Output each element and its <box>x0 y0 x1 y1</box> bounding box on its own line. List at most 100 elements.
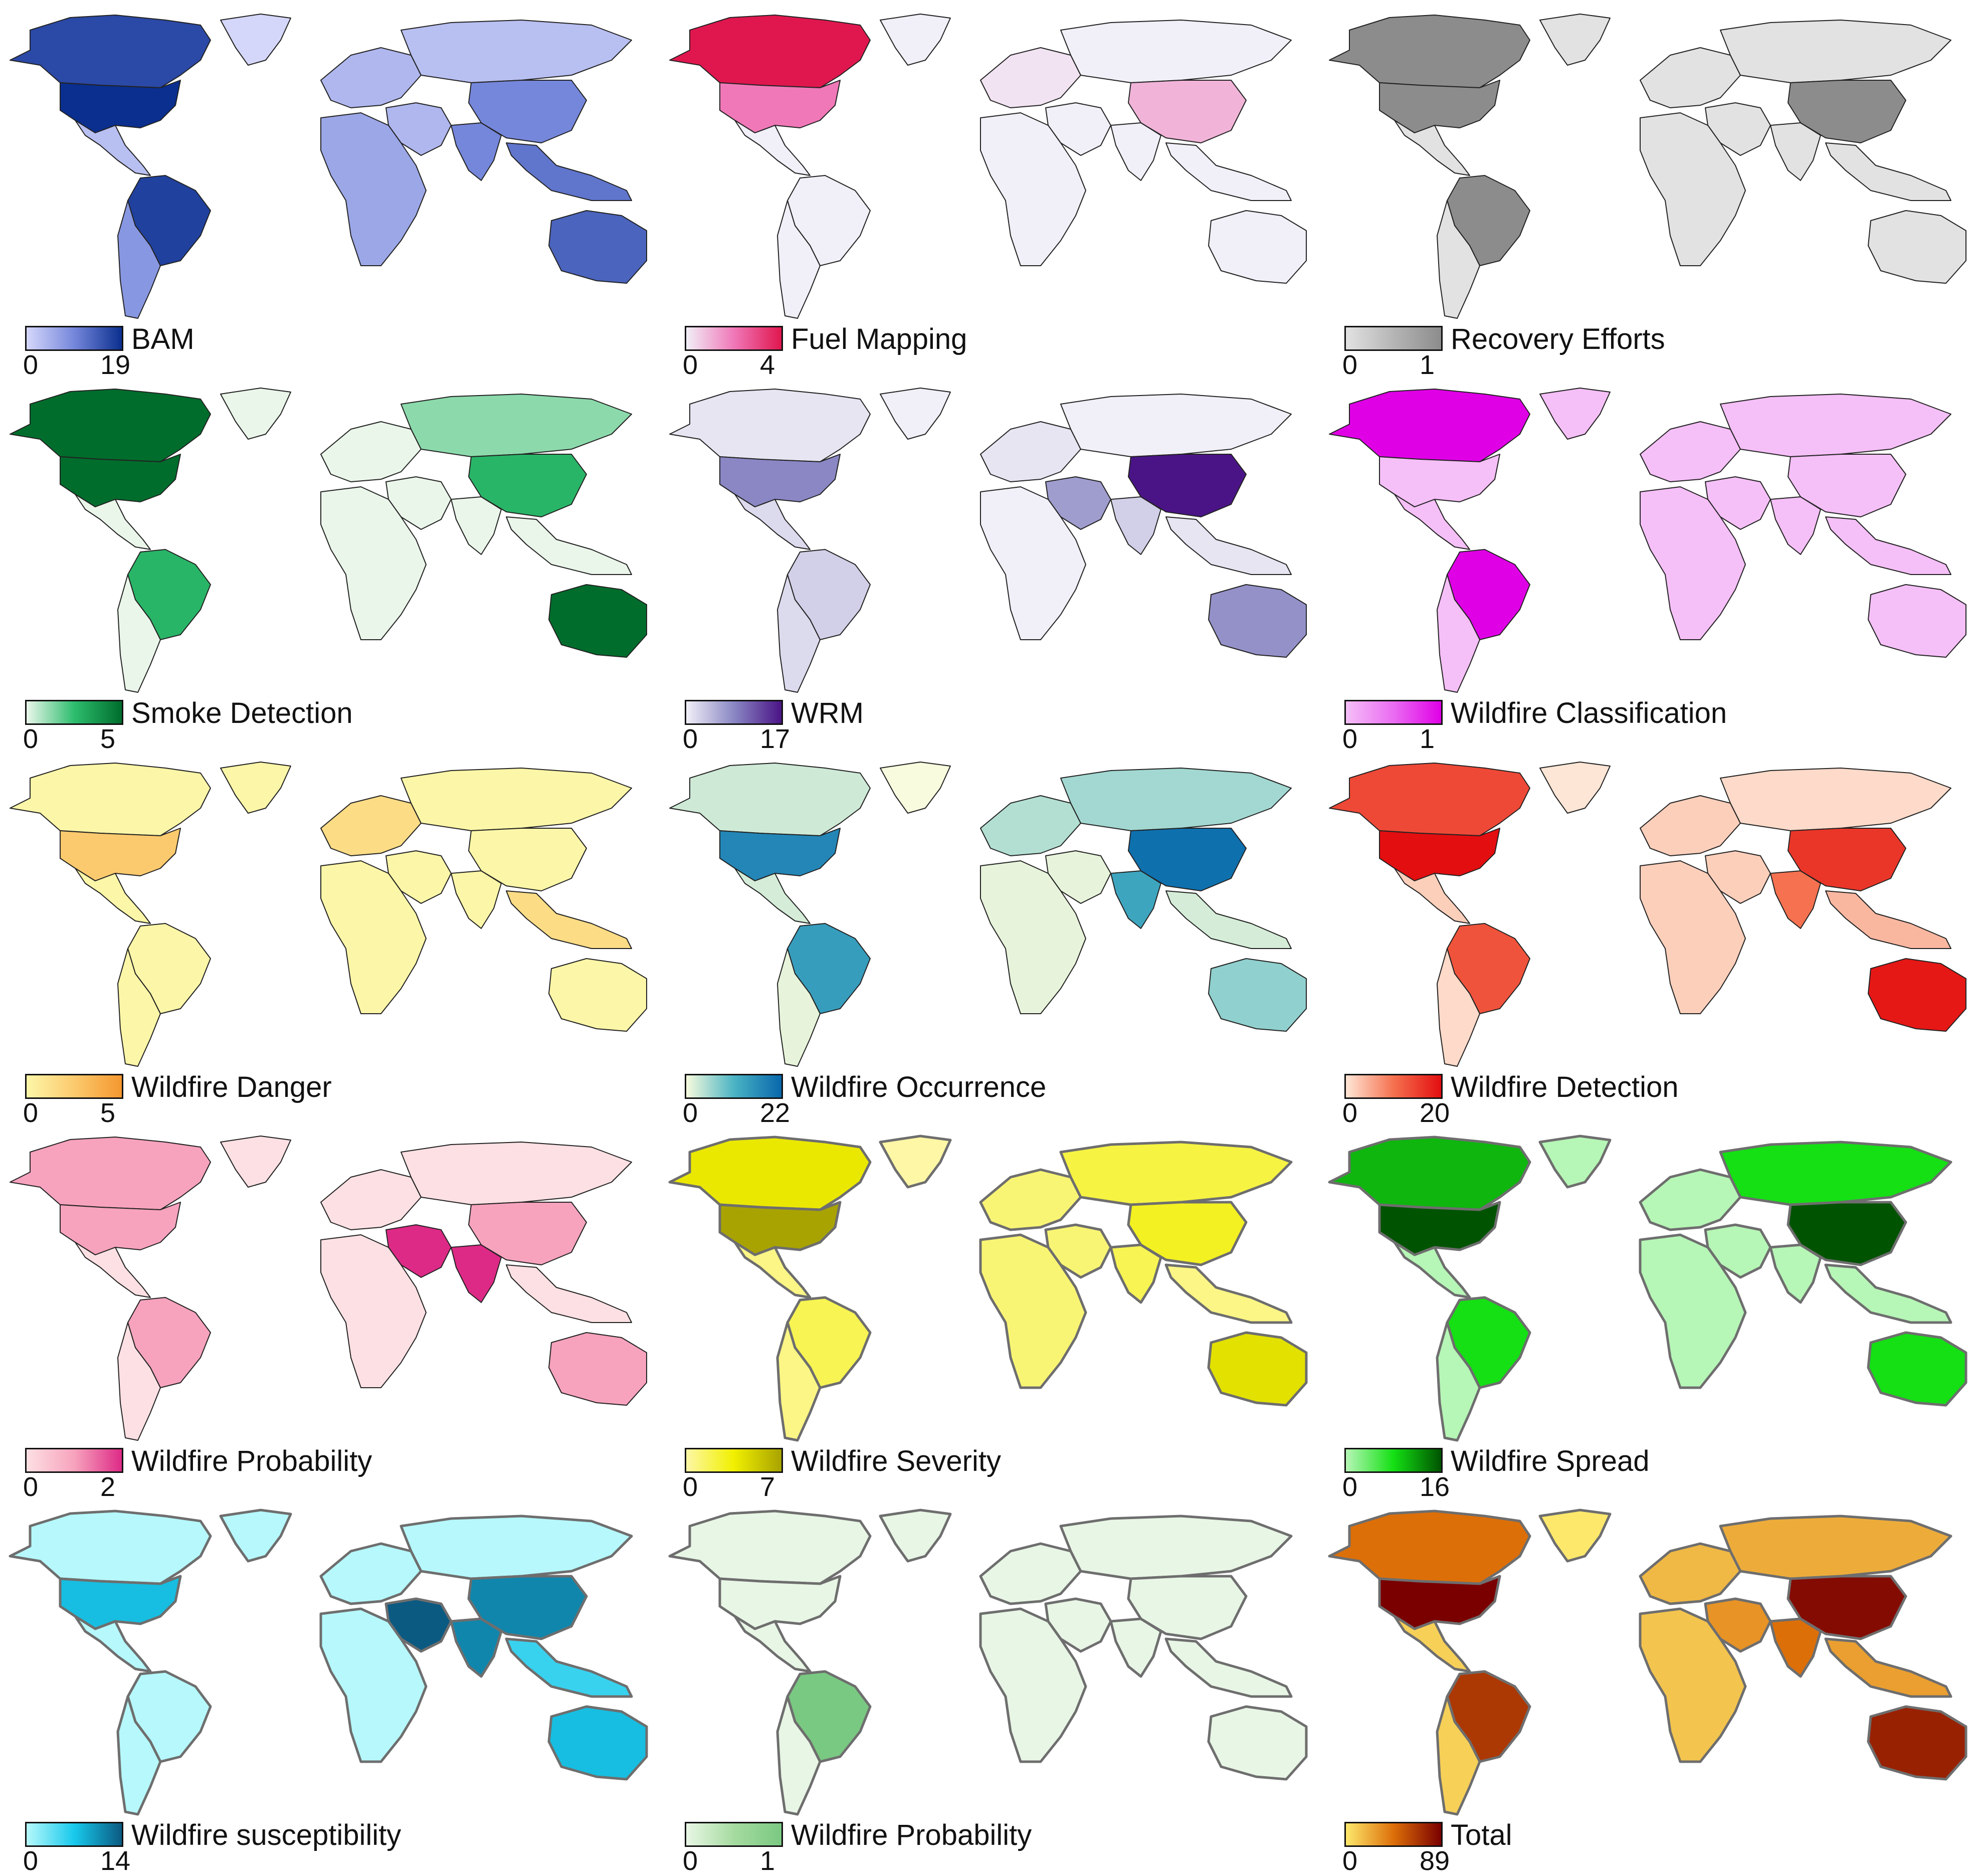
region-southernCone <box>1436 1321 1481 1442</box>
legend-color-ramp <box>685 1074 783 1099</box>
world-map <box>669 14 1307 319</box>
region-seAsia <box>1824 1637 1952 1698</box>
region-latinAmerica <box>1394 868 1470 924</box>
region-greenland <box>1538 1135 1612 1189</box>
region-china <box>468 80 587 143</box>
region-southernCone <box>116 1695 162 1816</box>
region-greenland <box>880 388 951 440</box>
region-southernCone <box>117 948 161 1067</box>
legend-max-label: 16 <box>1420 1472 1450 1502</box>
region-africa <box>979 1233 1087 1389</box>
region-australia <box>1208 210 1307 284</box>
region-northAmerica <box>1329 389 1530 462</box>
map-legend: Wildfire Severity 0 7 <box>683 1447 1316 1502</box>
region-australia <box>1207 1705 1308 1781</box>
region-india <box>1770 496 1821 555</box>
region-greenland <box>1539 388 1611 440</box>
region-seAsia <box>1825 142 1951 201</box>
map-legend: Wildfire Classification 0 1 <box>1342 699 1976 754</box>
legend-min-label: 0 <box>1342 724 1358 754</box>
region-southernCone <box>117 200 161 319</box>
region-usa <box>60 1202 181 1255</box>
region-seAsia <box>1825 890 1951 949</box>
region-northAmerica <box>10 1137 211 1210</box>
region-northAmerica <box>669 389 871 462</box>
world-map <box>1328 1135 1967 1442</box>
legend-title: Total <box>1451 1819 1512 1851</box>
region-australia <box>1207 1331 1308 1407</box>
region-india <box>1770 122 1821 181</box>
legend-title: Recovery Efforts <box>1451 323 1665 355</box>
region-southernCone <box>776 1321 822 1442</box>
region-australia <box>1867 1705 1967 1781</box>
region-europe <box>1640 47 1741 108</box>
region-australia <box>1867 1331 1967 1407</box>
region-latinAmerica <box>734 120 811 176</box>
region-northAmerica <box>1328 1136 1531 1211</box>
legend-min-label: 0 <box>683 1846 698 1876</box>
world-map <box>10 14 647 319</box>
region-russia <box>1060 20 1292 83</box>
region-latinAmerica <box>75 1242 151 1298</box>
legend-max-label: 20 <box>1420 1098 1450 1128</box>
map-legend: Wildfire Spread 0 16 <box>1342 1447 1976 1502</box>
region-seAsia <box>506 516 632 575</box>
map-legend: Wildfire Danger 0 5 <box>23 1073 657 1128</box>
region-northAmerica <box>10 389 211 462</box>
region-europe <box>980 47 1081 108</box>
region-russia <box>1719 1515 1952 1580</box>
legend-min-label: 0 <box>683 724 698 754</box>
region-usa <box>1379 80 1500 133</box>
region-india <box>451 1244 502 1303</box>
region-europe <box>1639 1542 1742 1605</box>
region-northAmerica <box>9 1510 212 1585</box>
region-australia <box>548 210 647 284</box>
legend-max-label: 7 <box>760 1472 775 1502</box>
region-usa <box>1378 1575 1501 1630</box>
region-usa <box>1379 454 1500 507</box>
region-seAsia <box>1165 516 1292 575</box>
region-northAmerica <box>10 15 211 88</box>
region-china <box>1128 454 1247 517</box>
region-seAsia <box>1825 516 1951 575</box>
legend-min-label: 0 <box>23 724 39 754</box>
region-africa <box>320 486 427 640</box>
region-greenland <box>880 762 951 814</box>
legend-min-label: 0 <box>23 1098 39 1128</box>
region-usa <box>60 80 181 133</box>
region-greenland <box>880 14 951 66</box>
map-panel: Wildfire Classification 0 1 <box>1319 374 1979 754</box>
region-india <box>1110 122 1161 181</box>
legend-min-label: 0 <box>683 350 698 380</box>
region-australia <box>1208 584 1307 658</box>
legend-color-ramp <box>685 1822 783 1847</box>
region-russia <box>401 394 632 457</box>
legend-title: Wildfire Detection <box>1451 1071 1679 1103</box>
region-china <box>468 1202 587 1265</box>
legend-max-label: 22 <box>760 1098 790 1128</box>
map-panel: Wildfire Spread 0 16 <box>1319 1122 1979 1502</box>
world-map <box>1329 14 1966 319</box>
region-russia <box>1060 768 1292 831</box>
legend-title: Smoke Detection <box>131 697 353 729</box>
region-usa <box>60 454 181 507</box>
legend-min-label: 0 <box>1342 350 1358 380</box>
region-greenland <box>220 1136 291 1188</box>
region-northAmerica <box>1328 1510 1531 1585</box>
region-china <box>1788 80 1906 143</box>
region-russia <box>401 20 632 83</box>
legend-min-label: 0 <box>23 350 39 380</box>
legend-title: Wildfire Occurrence <box>791 1071 1047 1103</box>
region-australia <box>548 958 647 1032</box>
legend-max-label: 1 <box>760 1846 775 1876</box>
map-panel: Wildfire Detection 0 20 <box>1319 748 1979 1127</box>
region-russia <box>1060 394 1292 457</box>
legend-min-label: 0 <box>1342 1846 1358 1876</box>
region-china <box>1128 80 1247 143</box>
region-china <box>1128 828 1247 891</box>
legend-title: BAM <box>131 323 194 355</box>
legend-max-label: 1 <box>1420 350 1435 380</box>
region-usa <box>718 1575 842 1630</box>
legend-min-label: 0 <box>683 1472 698 1502</box>
region-australia <box>1868 958 1966 1032</box>
